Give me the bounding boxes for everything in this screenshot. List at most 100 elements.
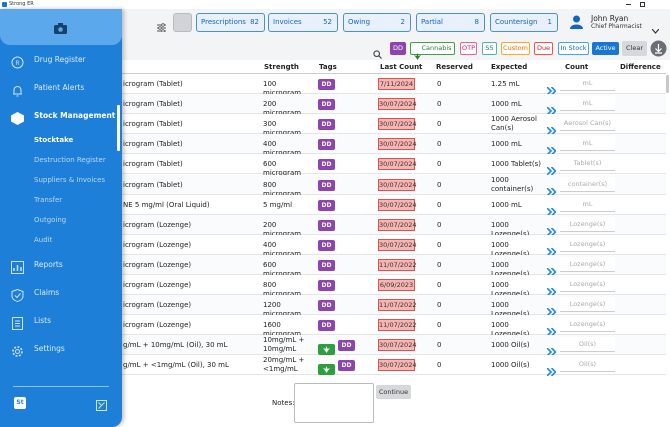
filter-tag[interactable]: Custom [501, 42, 530, 55]
user-menu-chevron[interactable] [651, 19, 660, 34]
count-input[interactable]: mL [560, 136, 615, 152]
expand-arrow[interactable] [546, 140, 557, 156]
submenu-item[interactable]: Stocktake [34, 136, 74, 144]
nav-item[interactable]: Drug Register [34, 55, 86, 64]
filter-tag[interactable]: Active [592, 42, 619, 55]
expand-arrow[interactable] [546, 281, 557, 297]
expected: 1000 container(s) [491, 175, 534, 193]
expected: 1000 mL [491, 100, 522, 109]
expand-arrow[interactable] [546, 341, 557, 357]
count-input[interactable]: Lozenge(s) [560, 317, 615, 333]
expand-arrow[interactable] [546, 321, 557, 337]
table-row: icrogram (Lozenge) 1200 microgram DD 11/07/… [122, 295, 666, 318]
count-input[interactable]: Oil(s) [560, 337, 615, 353]
expand-arrow-svg [546, 307, 557, 317]
expand-arrow[interactable] [546, 100, 557, 116]
dd-tag: DD [318, 320, 335, 332]
nav-icon[interactable] [11, 315, 24, 330]
count-input[interactable]: Tablet(s) [560, 156, 615, 172]
expand-arrow[interactable] [546, 181, 557, 197]
search-icon[interactable] [373, 44, 382, 59]
submenu-item[interactable]: Suppliers & Invoices [34, 176, 106, 184]
count-input[interactable]: mL [560, 76, 615, 91]
nav-icon[interactable]: R [11, 54, 24, 69]
strength: 300 microgram [263, 120, 302, 138]
notes-textarea[interactable] [294, 383, 374, 423]
expand-arrow[interactable] [546, 80, 557, 96]
nav-item[interactable]: Lists [34, 316, 52, 325]
header-tab[interactable]: Partial 8 [416, 13, 485, 32]
last-count: 11/07/2022 [378, 319, 416, 332]
close-button[interactable] [652, 2, 660, 18]
nav-icon[interactable] [11, 343, 24, 357]
sort-chevron[interactable] [251, 65, 260, 80]
header-tab[interactable]: Prescriptions 82 [196, 13, 265, 32]
filter-tag-label: OTP [461, 44, 475, 52]
nav-icon[interactable] [11, 287, 24, 303]
expand-arrow[interactable] [546, 361, 557, 377]
count-input[interactable]: Lozenge(s) [560, 236, 615, 252]
count-input[interactable]: Lozenge(s) [560, 297, 615, 313]
expand-arrow[interactable] [546, 241, 557, 257]
continue-button[interactable]: Continue [376, 385, 411, 399]
filter-tag[interactable]: Cannabis [410, 42, 455, 60]
nav-item[interactable]: Settings [34, 344, 65, 353]
filter-settings-icon[interactable] [157, 17, 166, 33]
expand-arrow[interactable] [546, 261, 557, 277]
submenu-item[interactable]: Transfer [34, 196, 63, 204]
drug-name: icrogram (Lozenge) [123, 260, 192, 269]
settings-tool-icon[interactable] [96, 396, 107, 411]
user-role: Chief Pharmacist [591, 23, 642, 30]
expand-arrow[interactable] [546, 301, 557, 317]
submenu-item[interactable]: Audit [34, 236, 53, 244]
nav-item[interactable]: Patient Alerts [34, 83, 85, 92]
expected: 1000 Oil(s) [491, 341, 530, 350]
count-input[interactable]: Lozenge(s) [560, 256, 615, 272]
expand-arrow[interactable] [546, 160, 557, 176]
count-placeholder: mL [582, 79, 593, 87]
drug-name: g/mL + <1mg/mL (Oil), 30 mL [123, 361, 229, 370]
filter-tag[interactable]: Due [534, 42, 553, 55]
dd-tag: DD [318, 199, 335, 211]
expand-arrow[interactable] [546, 201, 557, 217]
count-placeholder: Tablet(s) [573, 159, 602, 168]
expand-arrow[interactable] [546, 120, 557, 136]
expected: 1000 mL [491, 200, 522, 209]
expand-arrow[interactable] [546, 221, 557, 237]
filter-tag[interactable]: DD [390, 42, 406, 55]
nav-icon[interactable] [11, 82, 24, 97]
tab-label: Countersign [495, 18, 538, 26]
count-input[interactable]: Lozenge(s) [560, 277, 615, 292]
count-input[interactable]: Oil(s) [560, 357, 615, 373]
count-input[interactable]: Aerosol Can(s) [560, 116, 615, 132]
clear-button[interactable]: Clear [622, 41, 647, 56]
nav-item[interactable]: Reports [34, 260, 63, 269]
filter-tag[interactable]: S5 [482, 42, 497, 55]
camera-icon-svg [54, 23, 67, 34]
minimize-button[interactable] [626, 4, 631, 5]
header-tab[interactable]: Invoices 52 [268, 13, 338, 32]
camera-icon[interactable] [54, 19, 67, 34]
nav-icon[interactable] [11, 110, 24, 125]
filter-tag[interactable]: OTP [460, 42, 477, 55]
count-input[interactable]: container(s) [560, 176, 615, 192]
user-name: John Ryan [591, 14, 629, 23]
count-input[interactable]: mL [560, 196, 615, 212]
download-button[interactable] [650, 40, 667, 57]
count-placeholder: Lozenge(s) [569, 280, 606, 288]
submenu-item[interactable]: Outgoing [34, 216, 67, 224]
drug-name: icrogram (Tablet) [123, 120, 183, 129]
nav-item[interactable]: Stock Management [34, 111, 116, 120]
filter-tag[interactable]: In Stock [558, 42, 589, 55]
count-input[interactable]: Lozenge(s) [560, 216, 615, 232]
expand-arrow-svg [546, 86, 557, 96]
nav-icon[interactable] [11, 259, 24, 274]
tag-label: DD [321, 261, 332, 269]
submenu-item[interactable]: Destruction Register [34, 156, 106, 164]
nav-item[interactable]: Claims [34, 288, 60, 297]
count-input[interactable]: mL [560, 96, 615, 112]
header-tab[interactable]: Countersign 1 [490, 13, 558, 32]
cannabis-leaf-icon [414, 45, 421, 60]
maximize-button[interactable] [640, 2, 645, 7]
header-tab[interactable]: Owing 2 [343, 13, 411, 32]
